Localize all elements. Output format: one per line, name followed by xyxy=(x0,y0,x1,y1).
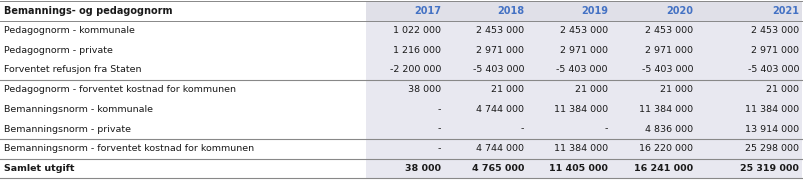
Text: Pedagognorm - kommunale: Pedagognorm - kommunale xyxy=(4,26,135,35)
Text: 25 298 000: 25 298 000 xyxy=(744,144,798,153)
Bar xyxy=(365,100,801,119)
Text: 11 405 000: 11 405 000 xyxy=(548,164,607,173)
Text: 2021: 2021 xyxy=(771,6,798,16)
Text: 2 971 000: 2 971 000 xyxy=(750,46,798,55)
Text: 21 000: 21 000 xyxy=(659,85,692,94)
Text: -: - xyxy=(438,144,441,153)
Text: 2019: 2019 xyxy=(580,6,607,16)
Text: 2018: 2018 xyxy=(496,6,524,16)
Text: 4 765 000: 4 765 000 xyxy=(471,164,524,173)
Text: Bemannings- og pedagognorm: Bemannings- og pedagognorm xyxy=(4,6,173,16)
Text: 1 022 000: 1 022 000 xyxy=(393,26,441,35)
Text: 38 000: 38 000 xyxy=(408,85,441,94)
Text: 11 384 000: 11 384 000 xyxy=(744,105,798,114)
Bar xyxy=(0,139,365,159)
Text: Bemanningsnorm - kommunale: Bemanningsnorm - kommunale xyxy=(4,105,153,114)
Text: Bemanningsnorm - forventet kostnad for kommunen: Bemanningsnorm - forventet kostnad for k… xyxy=(4,144,254,153)
Text: -2 200 000: -2 200 000 xyxy=(389,65,441,74)
Text: -5 403 000: -5 403 000 xyxy=(556,65,607,74)
Bar xyxy=(0,1,365,21)
Text: Pedagognorm - private: Pedagognorm - private xyxy=(4,46,112,55)
Text: -5 403 000: -5 403 000 xyxy=(641,65,692,74)
Text: 2 971 000: 2 971 000 xyxy=(475,46,524,55)
Text: 21 000: 21 000 xyxy=(765,85,798,94)
Text: Pedagognorm - forventet kostnad for kommunen: Pedagognorm - forventet kostnad for komm… xyxy=(4,85,236,94)
Text: -: - xyxy=(438,105,441,114)
Bar xyxy=(365,139,801,159)
Text: 16 241 000: 16 241 000 xyxy=(633,164,692,173)
Bar xyxy=(0,100,365,119)
Bar xyxy=(0,119,365,139)
Bar xyxy=(0,159,365,178)
Text: Samlet utgift: Samlet utgift xyxy=(4,164,75,173)
Text: 11 384 000: 11 384 000 xyxy=(553,105,607,114)
Bar xyxy=(365,60,801,80)
Text: 13 914 000: 13 914 000 xyxy=(744,124,798,134)
Text: -: - xyxy=(604,124,607,134)
Text: 2 453 000: 2 453 000 xyxy=(644,26,692,35)
Text: 2 453 000: 2 453 000 xyxy=(559,26,607,35)
Text: -5 403 000: -5 403 000 xyxy=(747,65,798,74)
Text: 1 216 000: 1 216 000 xyxy=(393,46,441,55)
Bar xyxy=(0,80,365,100)
Bar xyxy=(0,21,365,40)
Bar xyxy=(365,21,801,40)
Text: 2017: 2017 xyxy=(414,6,441,16)
Text: 4 836 000: 4 836 000 xyxy=(644,124,692,134)
Bar xyxy=(365,80,801,100)
Text: 21 000: 21 000 xyxy=(574,85,607,94)
Bar xyxy=(365,159,801,178)
Text: -: - xyxy=(438,124,441,134)
Text: Forventet refusjon fra Staten: Forventet refusjon fra Staten xyxy=(4,65,141,74)
Bar xyxy=(365,119,801,139)
Text: Bemanningsnorm - private: Bemanningsnorm - private xyxy=(4,124,131,134)
Text: 16 220 000: 16 220 000 xyxy=(638,144,692,153)
Text: -5 403 000: -5 403 000 xyxy=(472,65,524,74)
Bar xyxy=(365,40,801,60)
Text: 25 319 000: 25 319 000 xyxy=(740,164,798,173)
Text: 2 971 000: 2 971 000 xyxy=(559,46,607,55)
Bar xyxy=(0,40,365,60)
Text: 21 000: 21 000 xyxy=(491,85,524,94)
Text: 11 384 000: 11 384 000 xyxy=(638,105,692,114)
Text: -: - xyxy=(520,124,524,134)
Text: 2 453 000: 2 453 000 xyxy=(475,26,524,35)
Text: 2 971 000: 2 971 000 xyxy=(644,46,692,55)
Bar xyxy=(365,1,801,21)
Text: 4 744 000: 4 744 000 xyxy=(475,144,524,153)
Text: 4 744 000: 4 744 000 xyxy=(475,105,524,114)
Bar xyxy=(0,60,365,80)
Text: 2020: 2020 xyxy=(665,6,692,16)
Text: 38 000: 38 000 xyxy=(405,164,441,173)
Text: 2 453 000: 2 453 000 xyxy=(750,26,798,35)
Text: 11 384 000: 11 384 000 xyxy=(553,144,607,153)
